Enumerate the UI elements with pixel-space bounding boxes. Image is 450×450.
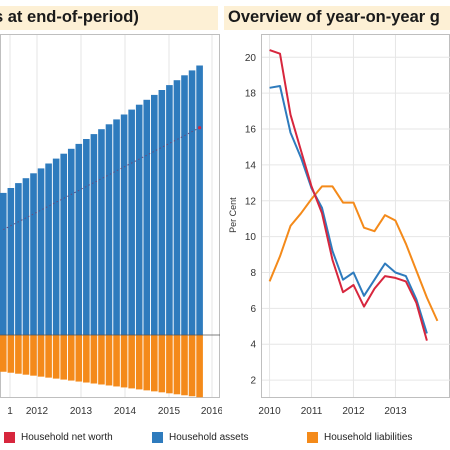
liability-bar <box>45 335 52 378</box>
asset-bar <box>75 143 83 335</box>
liability-bar <box>15 335 22 374</box>
liability-bar <box>67 335 75 381</box>
asset-bar <box>30 173 37 335</box>
asset-bar <box>196 65 203 335</box>
right-x-tick-label: 2010 <box>258 406 281 417</box>
right-x-tick-label: 2013 <box>384 406 407 417</box>
liability-bar <box>90 335 98 384</box>
liability-bar <box>0 335 7 372</box>
liabilities-line <box>268 185 439 322</box>
liability-bar <box>143 335 151 391</box>
right-x-tick-label: 2012 <box>342 406 365 417</box>
asset-bar <box>158 90 166 335</box>
left-bar-chart: 1 2012 2013 2014 2015 2016 <box>0 34 222 417</box>
asset-bar <box>135 104 143 335</box>
legend-swatch-assets <box>152 432 163 443</box>
liability-bar <box>188 335 196 397</box>
net-worth-point <box>198 126 202 130</box>
liability-bar <box>181 335 188 396</box>
asset-bar <box>113 119 120 336</box>
asset-bar <box>151 94 158 336</box>
legend: Household net worth Household assets Hou… <box>0 432 450 448</box>
right-plot-frame <box>261 34 450 398</box>
right-y-tick-label: 4 <box>250 340 256 351</box>
right-chart-title-bar: Overview of year-on-year g <box>224 6 450 30</box>
asset-bar <box>105 124 113 335</box>
left-chart-title-bar: s at end-of-period) <box>0 6 218 30</box>
right-y-axis-label: Per Cent <box>228 197 238 233</box>
liability-bar <box>83 335 90 383</box>
right-y-tick-label: 8 <box>250 268 256 279</box>
asset-bar <box>181 75 188 336</box>
legend-label-liabilities: Household liabilities <box>324 432 413 443</box>
asset-bar <box>37 168 45 335</box>
asset-bar <box>60 153 67 335</box>
net-worth-line <box>3 127 200 231</box>
liability-bar <box>120 335 128 388</box>
asset-bar <box>7 188 15 335</box>
legend-label-net-worth: Household net worth <box>21 432 113 443</box>
legend-label-assets: Household assets <box>169 432 249 443</box>
asset-bar <box>67 148 75 335</box>
liability-bar <box>166 335 173 394</box>
asset-bar <box>128 109 135 335</box>
right-chart-title: Overview of year-on-year g <box>228 8 440 26</box>
right-y-tick-label: 10 <box>245 232 257 243</box>
asset-bar <box>15 183 22 335</box>
legend-item-assets: Household assets <box>152 432 249 443</box>
right-y-tick-label: 20 <box>245 53 257 64</box>
liability-bar <box>98 335 105 385</box>
right-y-tick-label: 16 <box>245 125 257 136</box>
left-x-tick-label: 1 <box>7 406 13 417</box>
right-y-tick-label: 6 <box>250 304 256 315</box>
asset-bar <box>143 99 151 335</box>
liability-bar <box>113 335 120 387</box>
liability-bar <box>196 335 203 398</box>
asset-bar <box>98 129 105 335</box>
liability-bar <box>158 335 166 393</box>
right-y-tick-label: 14 <box>245 160 257 171</box>
right-y-tick-label: 2 <box>250 376 256 387</box>
legend-item-net-worth: Household net worth <box>4 432 113 443</box>
left-x-tick-label: 2016 <box>201 406 222 417</box>
liability-bar <box>75 335 83 382</box>
right-x-tick-label: 2011 <box>301 406 323 417</box>
legend-swatch-net-worth <box>4 432 15 443</box>
left-chart-title: s at end-of-period) <box>0 8 139 26</box>
left-x-tick-label: 2013 <box>70 406 93 417</box>
liability-bar <box>105 335 113 386</box>
liability-bar <box>151 335 158 392</box>
asset-bar <box>0 192 7 335</box>
left-x-tick-label: 2012 <box>26 406 49 417</box>
legend-item-liabilities: Household liabilities <box>307 432 412 443</box>
asset-bar <box>22 178 30 335</box>
net-worth-line <box>269 49 428 341</box>
liability-bar <box>60 335 67 380</box>
legend-swatch-liabilities <box>307 432 318 443</box>
left-x-tick-label: 2014 <box>114 406 137 417</box>
asset-bar <box>166 85 173 335</box>
liability-bar <box>30 335 37 376</box>
liability-bar <box>37 335 45 377</box>
liability-bar <box>135 335 143 390</box>
liability-bar <box>128 335 135 389</box>
asset-bar <box>90 134 98 335</box>
asset-bar <box>52 158 60 335</box>
right-line-chart: 2 4 6 8 10 12 14 16 18 20 2010 2011 2012 2013 Per Cent <box>228 34 450 417</box>
asset-bar <box>188 70 196 336</box>
liability-bar <box>22 335 30 375</box>
left-x-tick-label: 2015 <box>158 406 181 417</box>
asset-bar <box>45 163 52 335</box>
asset-bar <box>83 139 90 335</box>
asset-bar <box>120 114 128 335</box>
right-y-tick-label: 12 <box>245 196 257 207</box>
liability-bar <box>52 335 60 379</box>
liability-bar <box>173 335 181 395</box>
asset-bar <box>173 80 181 335</box>
liability-bar <box>7 335 15 373</box>
right-y-tick-label: 18 <box>245 89 257 100</box>
assets-line <box>269 85 428 334</box>
